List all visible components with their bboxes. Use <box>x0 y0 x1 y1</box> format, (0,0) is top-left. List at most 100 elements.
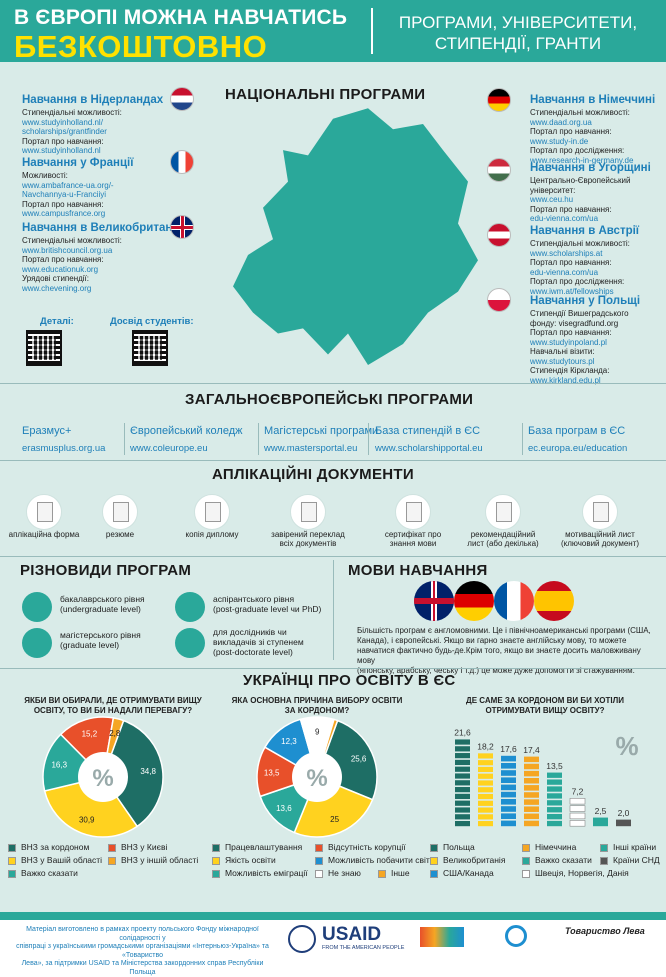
legend-item: Країни СНД <box>600 855 660 865</box>
document-icon <box>194 494 230 530</box>
bar <box>478 821 493 827</box>
legend-swatch <box>600 856 608 865</box>
bar <box>478 760 493 766</box>
legend-swatch <box>8 856 16 865</box>
pie-data-label: 16,3 <box>51 761 67 770</box>
bar-data-label: 7,2 <box>572 787 584 797</box>
legend-label: Відсутність корупції <box>328 842 406 852</box>
bar <box>547 786 562 792</box>
header-band: В ЄВРОПІ МОЖНА НАВЧАТИСЬ БЕЗКОШТОВНО ПРО… <box>0 0 666 64</box>
header-title-line2: БЕЗКОШТОВНО <box>14 29 268 64</box>
program-erasmus[interactable]: Еразмус+ erasmusplus.org.ua <box>22 425 106 454</box>
bar <box>547 820 562 827</box>
divider <box>0 383 666 384</box>
legend-swatch <box>430 869 438 878</box>
bar <box>455 773 470 779</box>
bar <box>501 820 516 827</box>
program-masters[interactable]: Магістерські програми www.mastersportal.e… <box>264 425 379 454</box>
document-icon <box>102 494 138 530</box>
document-icon <box>290 494 326 530</box>
flag-germany-icon <box>487 88 511 112</box>
bar <box>455 793 470 800</box>
bar <box>478 807 493 813</box>
legend-label: Важко сказати <box>21 868 78 878</box>
divider <box>0 556 666 557</box>
flag-netherlands-icon <box>170 87 194 111</box>
pie-slice <box>102 719 164 828</box>
national-title: НАЦІОНАЛЬНІ ПРОГРАМИ <box>225 86 426 103</box>
bar <box>501 791 516 798</box>
bar <box>547 813 562 820</box>
divider <box>333 560 334 660</box>
legend-swatch <box>8 869 16 878</box>
bar <box>455 739 470 745</box>
flag-poland-icon <box>487 288 511 312</box>
footer-bar <box>0 912 666 920</box>
country-de: Навчання в Німеччині Стипендіальні можлив… <box>530 94 656 165</box>
legend-label: Можливість еміграції <box>225 868 308 878</box>
legend-item: Великобританія <box>430 855 505 865</box>
legend-swatch <box>600 843 608 852</box>
qr-code-students-icon[interactable] <box>132 330 168 366</box>
bar-data-label: 13,5 <box>546 761 563 771</box>
legend-item: Якість освіти <box>212 855 276 865</box>
bar <box>501 770 516 776</box>
percent-icon: % <box>306 765 327 792</box>
europe-map <box>233 108 478 365</box>
legend-item: Інше <box>378 868 410 878</box>
bar <box>524 820 539 827</box>
document-icon <box>582 494 618 530</box>
bar <box>547 800 562 806</box>
legend-swatch <box>108 856 116 865</box>
bar <box>616 819 631 827</box>
bar <box>478 766 493 773</box>
laptop-icon <box>175 592 205 622</box>
percent-icon: % <box>615 731 638 761</box>
survey-title: УКРАЇНЦІ ПРО ОСВІТУ В ЄС <box>243 672 456 689</box>
legend-item: Важко сказати <box>8 868 78 878</box>
q2: ЯКА ОСНОВНА ПРИЧИНА ВИБОРУ ОСВІТИ ЗА КОРД… <box>231 696 403 715</box>
microscope-icon <box>175 628 205 658</box>
document-icon <box>485 494 521 530</box>
legend-swatch <box>430 843 438 852</box>
bar <box>478 753 493 759</box>
flag-germany-icon <box>454 581 494 621</box>
pie-chart-reason: 25,6 25 13,6 13,5 12,3 9% <box>256 716 378 838</box>
bar <box>524 785 539 791</box>
legend-item: Працевлаштування <box>212 842 302 852</box>
graduate-cap-person-icon <box>22 592 52 622</box>
legend-label: Інші країни <box>613 842 657 852</box>
legend-label: Великобританія <box>443 855 506 865</box>
bar <box>524 813 539 820</box>
legend-label: Працевлаштування <box>225 842 303 852</box>
q3: ДЕ САМЕ ЗА КОРДОНОМ ВИ БИ ХОТІЛИ ОТРИМУВА… <box>466 696 624 715</box>
bar <box>455 780 470 786</box>
divider <box>0 668 666 669</box>
bar-data-label: 17,6 <box>500 744 517 754</box>
internews-logo-icon <box>505 925 527 947</box>
pie-data-label: 25 <box>330 815 339 824</box>
bar-data-label: 21,6 <box>454 728 471 738</box>
bar <box>455 807 470 813</box>
qr-code-details-icon[interactable] <box>26 330 62 366</box>
pie-hole <box>292 752 342 802</box>
mortarboard-icon <box>22 628 52 658</box>
bar <box>547 793 562 799</box>
pie-chart-preference: 34,8 30,9 16,3 15,2 2,8% <box>42 716 164 838</box>
legend-item: США/Канада <box>430 868 494 878</box>
legend-label: ВНЗ за кордоном <box>21 842 90 852</box>
bar <box>455 766 470 772</box>
legend-item: Німеччина <box>522 842 576 852</box>
bar <box>478 793 493 800</box>
kind-postdoc: для дослідників чи викладачів зі ступенем… <box>213 627 304 657</box>
legend-label: Важко сказати <box>535 855 592 865</box>
flag-france-icon <box>494 581 534 621</box>
usaid-sub: FROM THE AMERICAN PEOPLE <box>322 945 405 951</box>
program-ec-education[interactable]: База програм в ЄС ec.europa.eu/education <box>528 425 628 454</box>
bar <box>547 779 562 785</box>
bar <box>547 772 562 778</box>
program-coleurope[interactable]: Європейський коледж www.coleurope.eu <box>130 425 243 454</box>
bar <box>478 787 493 793</box>
program-scholarships[interactable]: База стипендій в ЄС www.scholarshipportal… <box>375 425 483 454</box>
